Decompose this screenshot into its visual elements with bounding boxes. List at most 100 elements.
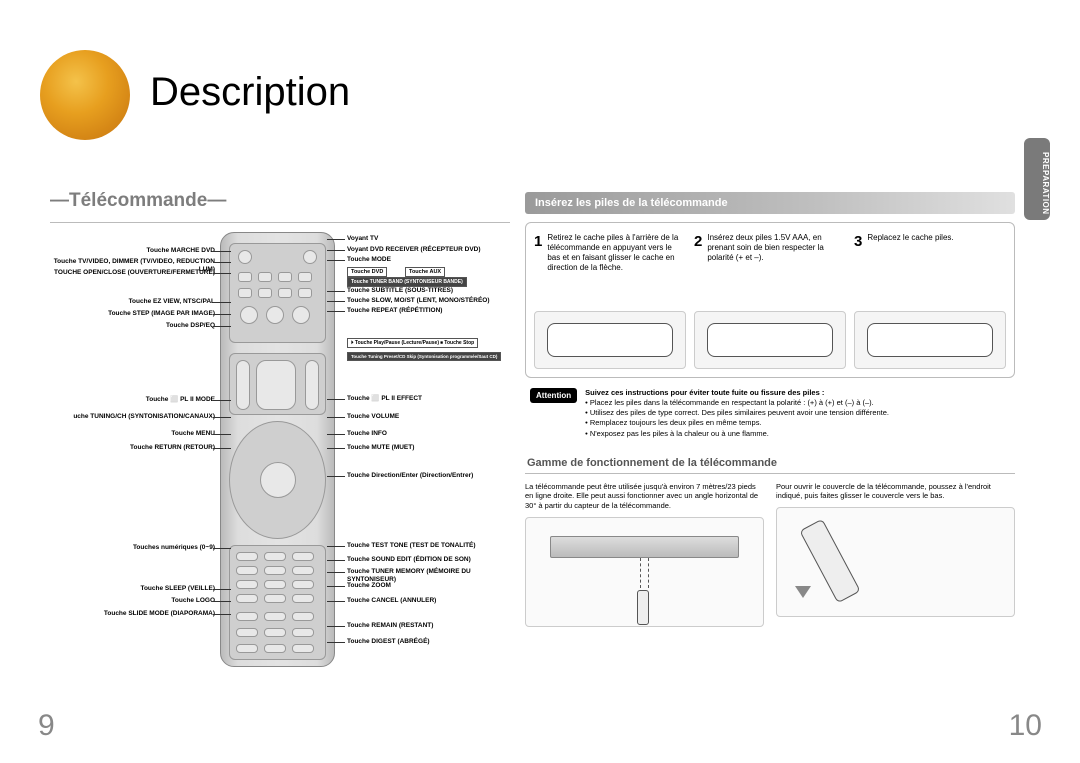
callout-label: Touche RETURN (RETOUR) [45,444,215,452]
attention-badge: Attention [530,388,577,403]
remote-dpad [229,421,326,539]
remote-button [236,552,258,561]
callout-label: Touche STEP (IMAGE PAR IMAGE) [45,310,215,318]
step-text: Replacez le cache piles. [867,233,953,303]
remote-button [298,272,312,282]
callout-label: Touche INFO [347,430,387,438]
logo-circle [40,50,130,140]
callout-line [213,314,231,315]
page-title: Description [150,70,350,115]
callout-line [327,291,345,292]
callout-label: Touche MODE [347,256,391,264]
remote-button [264,644,286,653]
remote-button [258,288,272,298]
callout-line [327,311,345,312]
mini-label: Touche DVD [347,267,387,277]
callout-line [327,239,345,240]
callout-label: Touches numériques (0~9) [45,544,215,552]
remote-button [236,612,258,621]
page-number-left: 9 [38,709,55,743]
attention-bullet: • N'exposez pas les piles à la chaleur o… [585,429,889,439]
remote-button [278,288,292,298]
attention-title: Suivez ces instructions pour éviter tout… [585,388,824,397]
remote-button [236,566,258,575]
step-header: 3 Replacez le cache piles. [854,233,1006,303]
callout-label: Touche Direction/Enter (Direction/Entrer… [347,472,473,480]
callout-label: Voyant DVD RECEIVER (RÉCEPTEUR DVD) [347,246,481,254]
callout-line [327,601,345,602]
remote-button [258,272,272,282]
remote-button [236,644,258,653]
right-page: Insérez les piles de la télécommande 1 R… [525,192,1015,627]
mini-label-text: Touche Stop [444,340,474,346]
step-number: 3 [854,233,862,303]
remote-button [264,552,286,561]
remote-button [236,360,250,410]
callout-line [327,301,345,302]
attention-bullet: • Utilisez des piles de type correct. De… [585,408,889,418]
bottom-row: La télécommande peut être utilisée jusqu… [525,482,1015,627]
callout-label: Touche MENU [45,430,215,438]
remote-button [264,594,286,603]
callout-line [327,476,345,477]
callout-line [327,399,345,400]
callout-line [327,572,345,573]
callout-line [213,548,231,549]
step-illustration [694,311,846,369]
tiny-remote-icon [637,590,649,625]
callout-line [213,614,231,615]
callout-label: Touche SLOW, MO/ST (LENT, MONO/STÉRÉO) [347,297,490,305]
remote-button [292,552,314,561]
callout-line [213,262,231,263]
remote-button [264,580,286,589]
callout-line [213,448,231,449]
remote-button [264,612,286,621]
attention-text: Suivez ces instructions pour éviter tout… [585,388,889,439]
callout-line [327,586,345,587]
mini-label: Touche AUX [405,267,445,277]
remote-button [278,272,292,282]
callout-line [213,434,231,435]
callout-label: Touche LOGO [45,597,215,605]
callout-label: Touche SOUND EDIT (ÉDITION DE SON) [347,556,471,564]
remote-button [298,288,312,298]
remote-panel-mid [229,353,326,415]
callout-label: Touche DIGEST (ABRÉGÉ) [347,638,430,646]
step-header: 2 Insérez deux piles 1.5V AAA, en prenan… [694,233,846,303]
steps-box: 1 Retirez le cache piles à l'arrière de … [525,222,1015,378]
callout-label: Touche CANCEL (ANNULER) [347,597,436,605]
remote-button [292,628,314,637]
callout-line [213,417,231,418]
divider-right [525,473,1015,474]
range-column: La télécommande peut être utilisée jusqu… [525,482,764,627]
attention-bullet: • Remplacez toujours les deux piles en m… [585,418,889,428]
step-number: 1 [534,233,542,303]
step-illustration [534,311,686,369]
page-container: Description —Télécommande— PREPARATION [0,0,1080,763]
callout-line [213,400,231,401]
remote-button [238,288,252,298]
range-illustration [525,517,764,627]
callout-line [327,434,345,435]
callout-line [213,251,231,252]
step-header: 1 Retirez le cache piles à l'arrière de … [534,233,686,303]
page-number-right: 10 [1009,709,1042,743]
remote-panel-bottom [229,545,326,660]
remote-button [256,360,296,410]
section2-title: Gamme de fonctionnement de la télécomman… [527,457,1015,469]
divider-left [50,222,510,223]
remote-body [220,232,335,667]
arrow-down-icon [795,586,811,598]
remote-button [292,306,310,324]
attention-row: Attention Suivez ces instructions pour é… [530,388,1015,439]
callout-line [327,260,345,261]
step-column: 3 Replacez le cache piles. [854,233,1006,369]
callout-line [327,417,345,418]
callout-label: Voyant TV [347,235,378,243]
remote-button [292,566,314,575]
callout-label: Touche DSP/EQ [45,322,215,330]
range-text: La télécommande peut être utilisée jusqu… [525,482,764,511]
remote-button [292,644,314,653]
step-illustration [854,311,1006,369]
remote-button [292,594,314,603]
